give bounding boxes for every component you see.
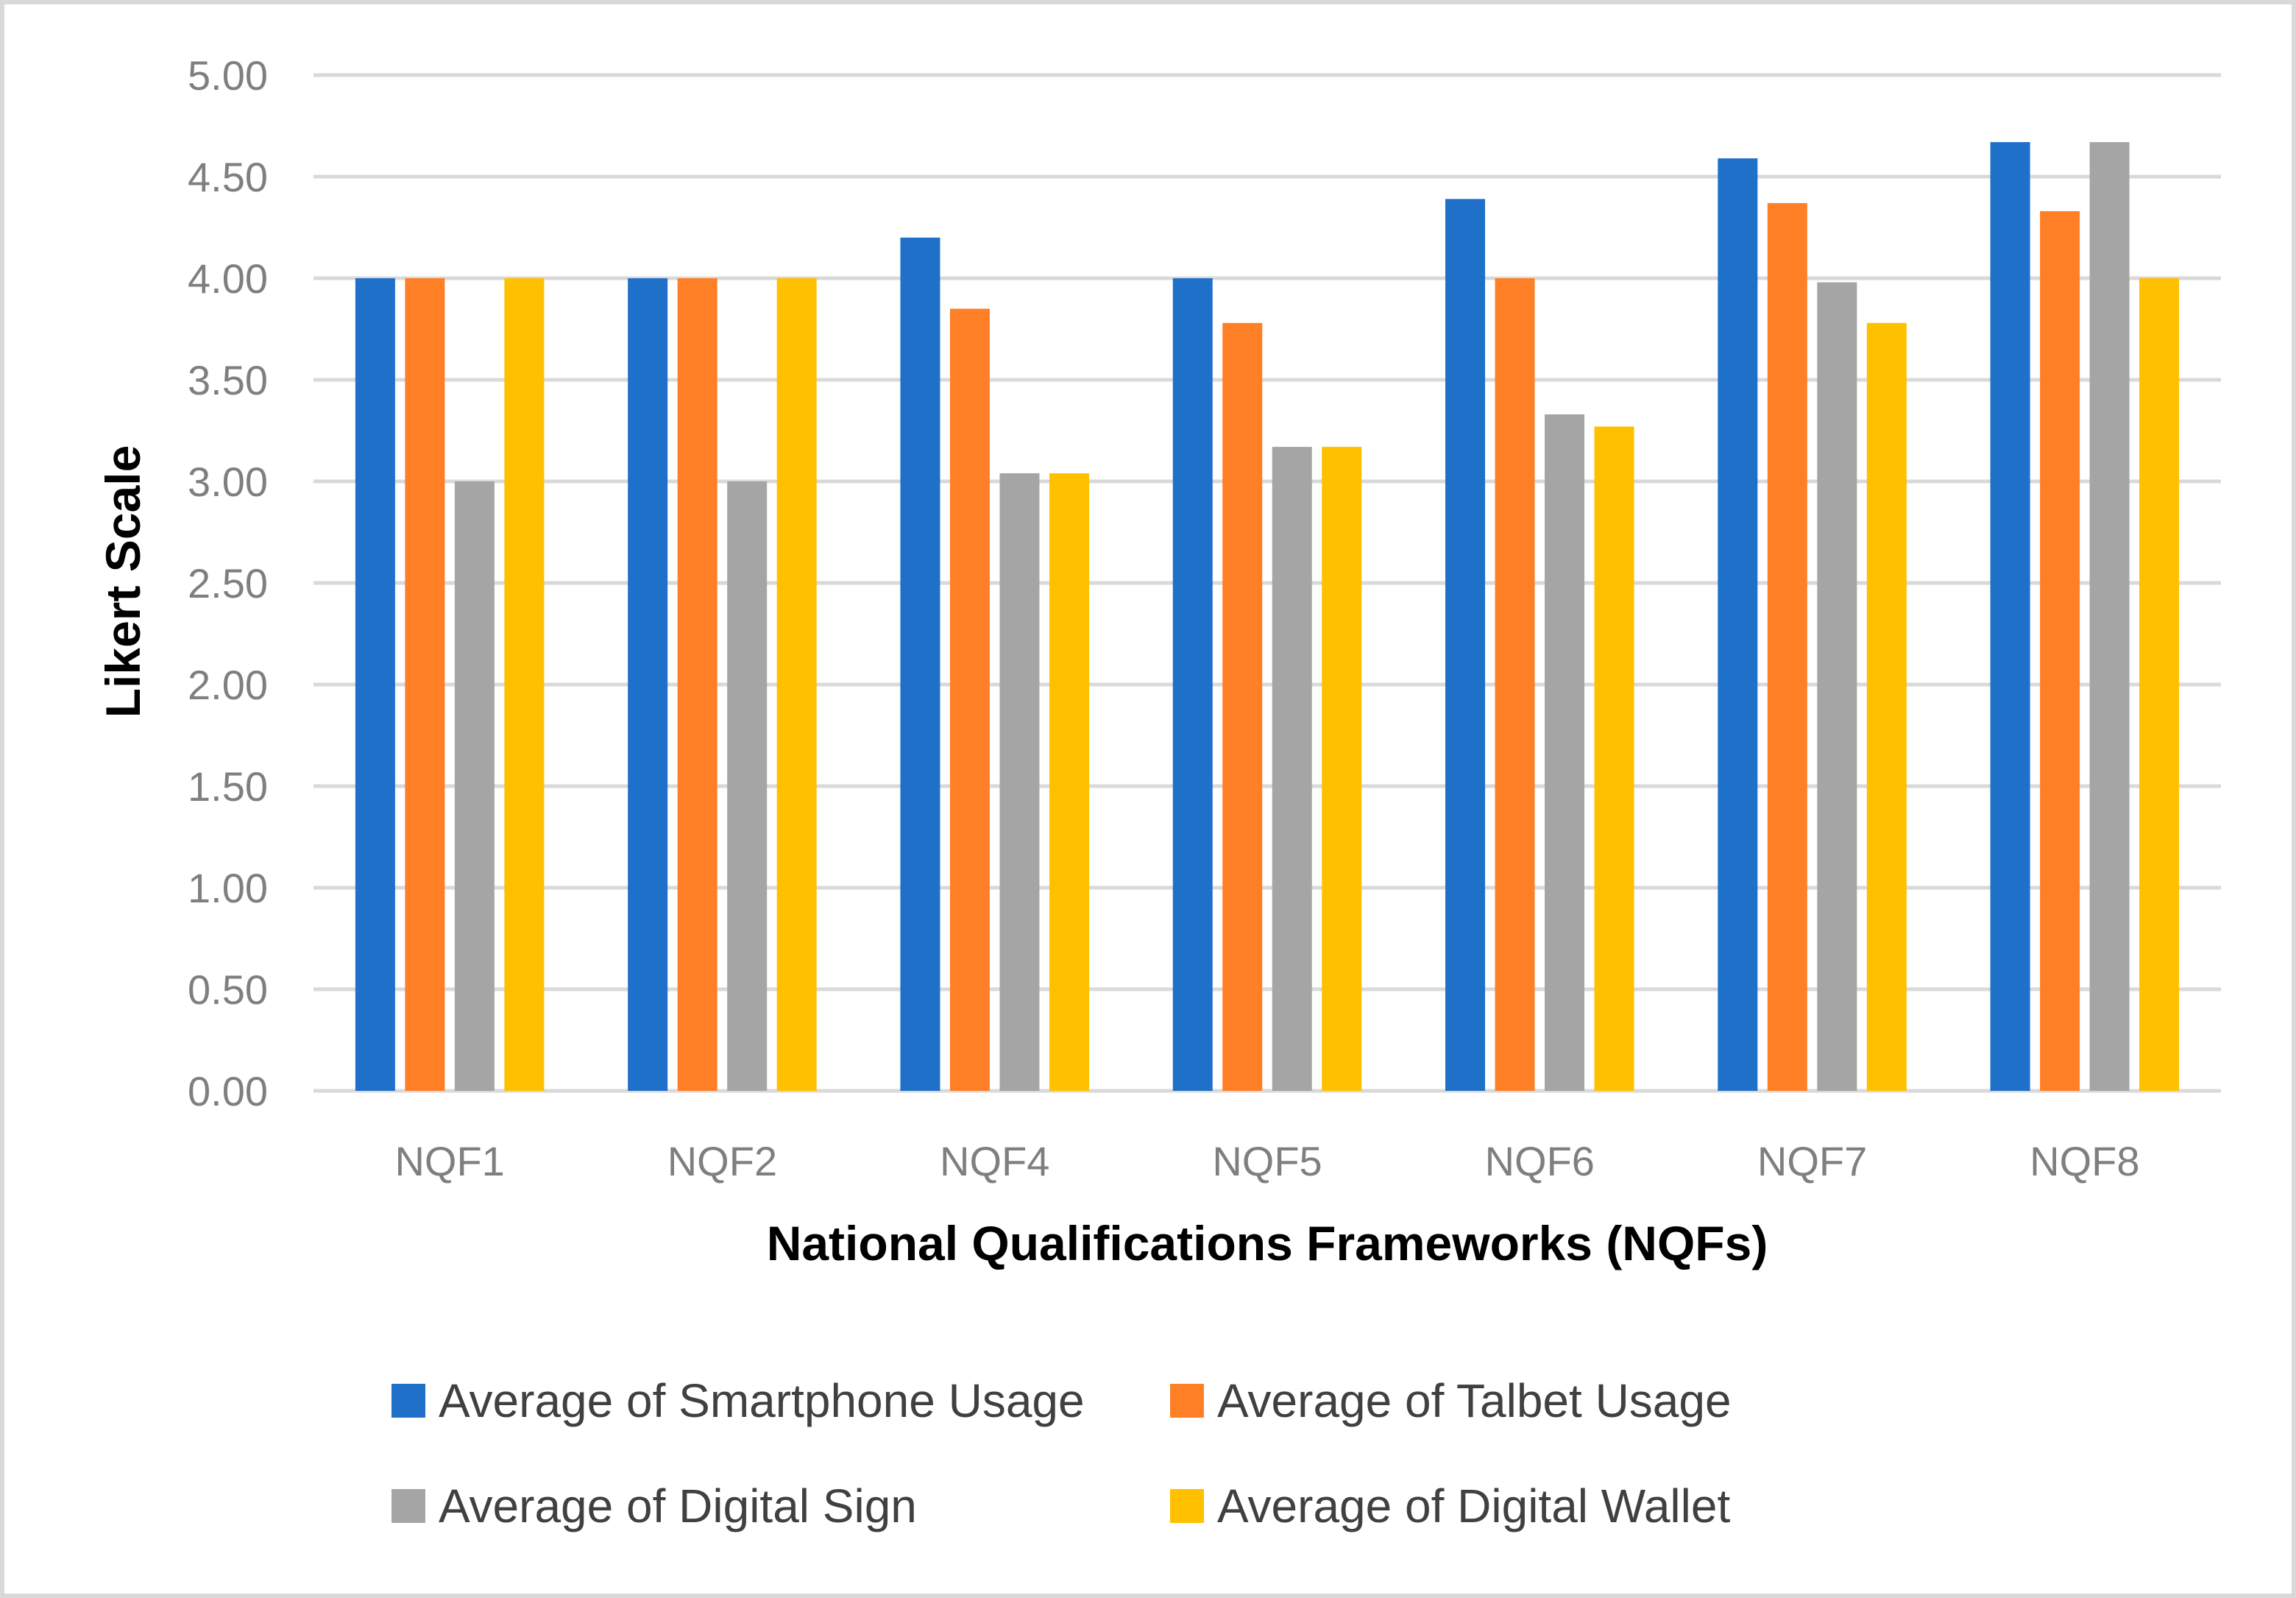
y-tick-label: 1.00 <box>188 865 268 911</box>
y-axis-ticks: 0.00 0.50 1.00 1.50 2.00 2.50 3.00 3.50 4.00 4.50… <box>188 52 268 1114</box>
bar <box>1322 447 1362 1091</box>
x-tick-label: NQF7 <box>1757 1138 1867 1184</box>
x-tick-label: NQF8 <box>2030 1138 2139 1184</box>
bar <box>1718 158 1758 1091</box>
legend-label: Average of Smartphone Usage <box>439 1374 1085 1427</box>
legend-swatch <box>1170 1384 1204 1418</box>
x-tick-label: NQF1 <box>394 1138 504 1184</box>
x-tick-label: NQF4 <box>940 1138 1049 1184</box>
bar <box>1222 322 1263 1092</box>
bar <box>776 278 817 1091</box>
y-tick-label: 4.00 <box>188 255 268 302</box>
y-tick-label: 4.50 <box>188 154 268 200</box>
legend-item: Average of Smartphone Usage <box>391 1374 1085 1427</box>
x-tick-label: NQF6 <box>1485 1138 1595 1184</box>
legend-label: Average of Talbet Usage <box>1217 1374 1732 1427</box>
y-tick-label: 0.50 <box>188 966 268 1013</box>
bar <box>1272 447 1312 1091</box>
legend: Average of Smartphone Usage Average of Ta… <box>391 1374 1732 1532</box>
bar <box>727 481 768 1091</box>
bars <box>355 142 2180 1092</box>
legend-swatch <box>391 1489 425 1523</box>
bar <box>355 278 395 1091</box>
bar <box>2040 211 2080 1091</box>
legend-swatch <box>1170 1489 1204 1523</box>
bar <box>504 278 545 1091</box>
y-tick-label: 2.50 <box>188 560 268 607</box>
bar <box>1495 278 1535 1091</box>
x-axis-ticks: NQF1 NQF2 NQF4 NQF5 NQF6 NQF7 NQF8 <box>394 1138 2139 1184</box>
bar <box>900 237 940 1091</box>
bar <box>1866 322 1907 1092</box>
legend-swatch <box>391 1384 425 1418</box>
legend-label: Average of Digital Sign <box>439 1479 917 1532</box>
bar <box>405 278 445 1091</box>
legend-item: Average of Talbet Usage <box>1170 1374 1732 1427</box>
bar <box>2089 142 2130 1092</box>
bar <box>1545 414 1585 1091</box>
x-tick-label: NQF2 <box>667 1138 777 1184</box>
y-tick-label: 1.50 <box>188 763 268 810</box>
bar <box>2139 278 2180 1091</box>
y-tick-label: 3.00 <box>188 459 268 505</box>
legend-item: Average of Digital Sign <box>391 1479 917 1532</box>
y-axis-title: Likert Scale <box>96 445 150 718</box>
y-tick-label: 2.00 <box>188 662 268 708</box>
bar <box>1445 199 1486 1091</box>
bar <box>628 278 668 1091</box>
x-axis-title: National Qualifications Frameworks (NQFs… <box>767 1216 1768 1270</box>
bar <box>1594 426 1634 1091</box>
bar <box>1817 282 1857 1091</box>
x-tick-label: NQF5 <box>1212 1138 1322 1184</box>
bar <box>1990 142 2030 1092</box>
bar <box>1172 278 1213 1091</box>
bar <box>1767 202 1807 1091</box>
bar <box>999 473 1040 1091</box>
bar <box>677 278 718 1091</box>
y-tick-label: 3.50 <box>188 357 268 403</box>
bar <box>1049 473 1089 1091</box>
y-tick-label: 5.00 <box>188 52 268 99</box>
y-tick-label: 0.00 <box>188 1068 268 1114</box>
legend-item: Average of Digital Wallet <box>1170 1479 1730 1532</box>
legend-label: Average of Digital Wallet <box>1217 1479 1730 1532</box>
bar <box>949 308 990 1091</box>
bar <box>454 481 495 1091</box>
